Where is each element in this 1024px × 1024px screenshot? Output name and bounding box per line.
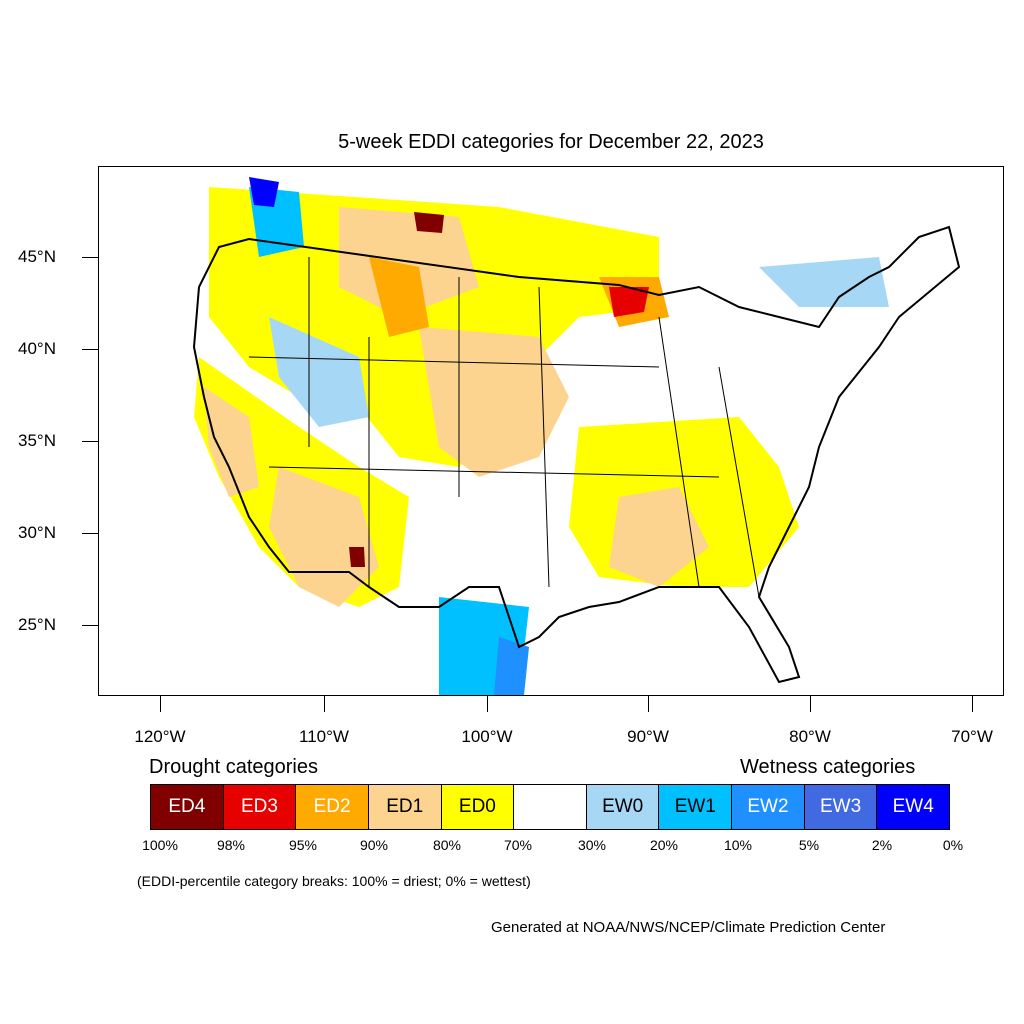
- lat-tick-30: [82, 533, 98, 534]
- lat-tick-25: [82, 625, 98, 626]
- map-title: 5-week EDDI categories for December 22, …: [338, 131, 764, 153]
- legend-cell-ed4: ED4: [151, 785, 224, 829]
- legend-cell-ed1: ED1: [368, 785, 442, 829]
- lat-tick-40: [82, 349, 98, 350]
- lon-label-120: 120°W: [134, 727, 186, 746]
- ed1-plains: [419, 327, 569, 477]
- state-line-7: [658, 316, 700, 588]
- pct-label: 10%: [723, 837, 753, 853]
- legend-cell-ew0: EW0: [586, 785, 660, 829]
- lat-tick-35: [82, 441, 98, 442]
- legend-cell-ed3: ED3: [223, 785, 297, 829]
- ed4-new-mexico: [349, 547, 365, 567]
- pct-label: 95%: [288, 837, 318, 853]
- legend-cell-ew2: EW2: [732, 785, 805, 829]
- pct-label: 5%: [798, 837, 820, 853]
- map-frame: [98, 166, 1004, 696]
- ew4-washington: [249, 177, 279, 207]
- state-line-4: [538, 286, 550, 588]
- drought-wetness-patches: [194, 177, 889, 695]
- legend-cell-ed2: ED2: [296, 785, 369, 829]
- lat-label-25: 25°N: [18, 615, 56, 634]
- boundaries: [192, 225, 961, 684]
- ed4-montana: [414, 212, 444, 233]
- pct-label: 20%: [649, 837, 679, 853]
- pct-label: 30%: [577, 837, 607, 853]
- lat-label-45: 45°N: [18, 247, 56, 266]
- legend-cell-ew4: EW4: [877, 785, 950, 829]
- legend-cell-ed0: ED0: [441, 785, 515, 829]
- lon-tick-120: [160, 696, 161, 712]
- lon-label-70: 70°W: [951, 727, 993, 746]
- lon-tick-100: [487, 696, 488, 712]
- wetness-categories-label: Wetness categories: [740, 756, 916, 778]
- pct-label: 100%: [142, 837, 178, 853]
- ed1-california: [204, 387, 259, 497]
- lon-label-80: 80°W: [789, 727, 831, 746]
- percentile-note: (EDDI-percentile category breaks: 100% =…: [137, 873, 531, 889]
- legend-cell-neutral: [514, 785, 587, 829]
- lat-label-30: 30°N: [18, 523, 56, 542]
- lon-label-110: 110°W: [299, 727, 349, 746]
- state-line-6: [268, 466, 720, 478]
- pct-label: 70%: [503, 837, 533, 853]
- ed3-wisconsin: [609, 287, 649, 317]
- pct-label: 80%: [432, 837, 462, 853]
- state-line-8: [718, 366, 760, 598]
- drought-categories-label: Drought categories: [149, 756, 318, 778]
- state-line-5: [248, 356, 660, 368]
- lon-tick-110: [324, 696, 325, 712]
- lat-label-40: 40°N: [18, 339, 56, 358]
- pct-label: 98%: [216, 837, 246, 853]
- lon-label-90: 90°W: [627, 727, 669, 746]
- pct-label: 2%: [871, 837, 893, 853]
- ed2-montana: [369, 257, 429, 337]
- lat-label-35: 35°N: [18, 431, 56, 450]
- ew0-great-basin: [269, 317, 369, 427]
- conus-outline: [192, 225, 961, 684]
- legend-cell-ew3: EW3: [804, 785, 878, 829]
- pct-label: 0%: [942, 837, 964, 853]
- legend-cell-ew1: EW1: [659, 785, 733, 829]
- lon-tick-90: [648, 696, 649, 712]
- ew2-texas-coast: [494, 637, 529, 695]
- eddi-map: [192, 177, 961, 695]
- category-legend: ED4 ED3 ED2 ED1 ED0 EW0 EW1 EW2 EW3 EW4: [150, 784, 950, 830]
- lon-tick-80: [810, 696, 811, 712]
- ed1-lower-mississippi: [609, 487, 709, 587]
- lat-tick-45: [82, 257, 98, 258]
- credit-line: Generated at NOAA/NWS/NCEP/Climate Predi…: [491, 919, 886, 936]
- pct-label: 90%: [359, 837, 389, 853]
- lon-tick-70: [972, 696, 973, 712]
- lon-label-100: 100°W: [461, 727, 513, 746]
- ew0-northeast: [759, 257, 889, 307]
